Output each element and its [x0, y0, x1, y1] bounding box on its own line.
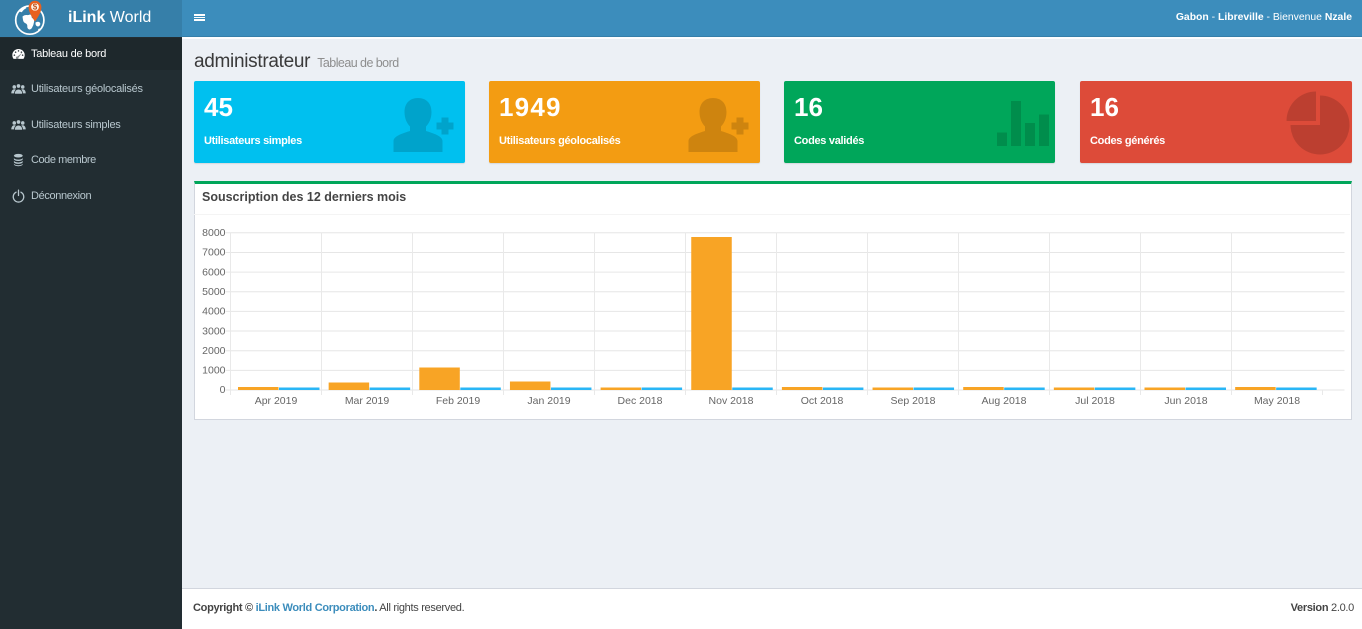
svg-text:Aug 2018: Aug 2018 [982, 395, 1027, 407]
svg-text:8000: 8000 [202, 227, 226, 239]
svg-text:5000: 5000 [202, 286, 226, 298]
svg-text:2000: 2000 [202, 345, 226, 357]
svg-text:6000: 6000 [202, 266, 226, 278]
svg-text:May 2018: May 2018 [1254, 395, 1300, 407]
svg-text:Jul 2018: Jul 2018 [1075, 395, 1115, 407]
svg-text:4000: 4000 [202, 306, 226, 318]
svg-text:3000: 3000 [202, 325, 226, 337]
svg-text:Feb 2019: Feb 2019 [436, 395, 481, 407]
svg-text:Mar 2019: Mar 2019 [345, 395, 390, 407]
svg-text:0: 0 [220, 384, 226, 396]
svg-text:Jan 2019: Jan 2019 [527, 395, 570, 407]
svg-text:Oct 2018: Oct 2018 [801, 395, 844, 407]
svg-text:Jun 2018: Jun 2018 [1164, 395, 1207, 407]
svg-text:Apr 2019: Apr 2019 [255, 395, 298, 407]
svg-text:7000: 7000 [202, 247, 226, 259]
svg-text:$: $ [33, 3, 38, 12]
svg-text:Dec 2018: Dec 2018 [618, 395, 663, 407]
svg-text:Nov 2018: Nov 2018 [709, 395, 754, 407]
svg-text:Sep 2018: Sep 2018 [891, 395, 936, 407]
svg-text:1000: 1000 [202, 365, 226, 377]
